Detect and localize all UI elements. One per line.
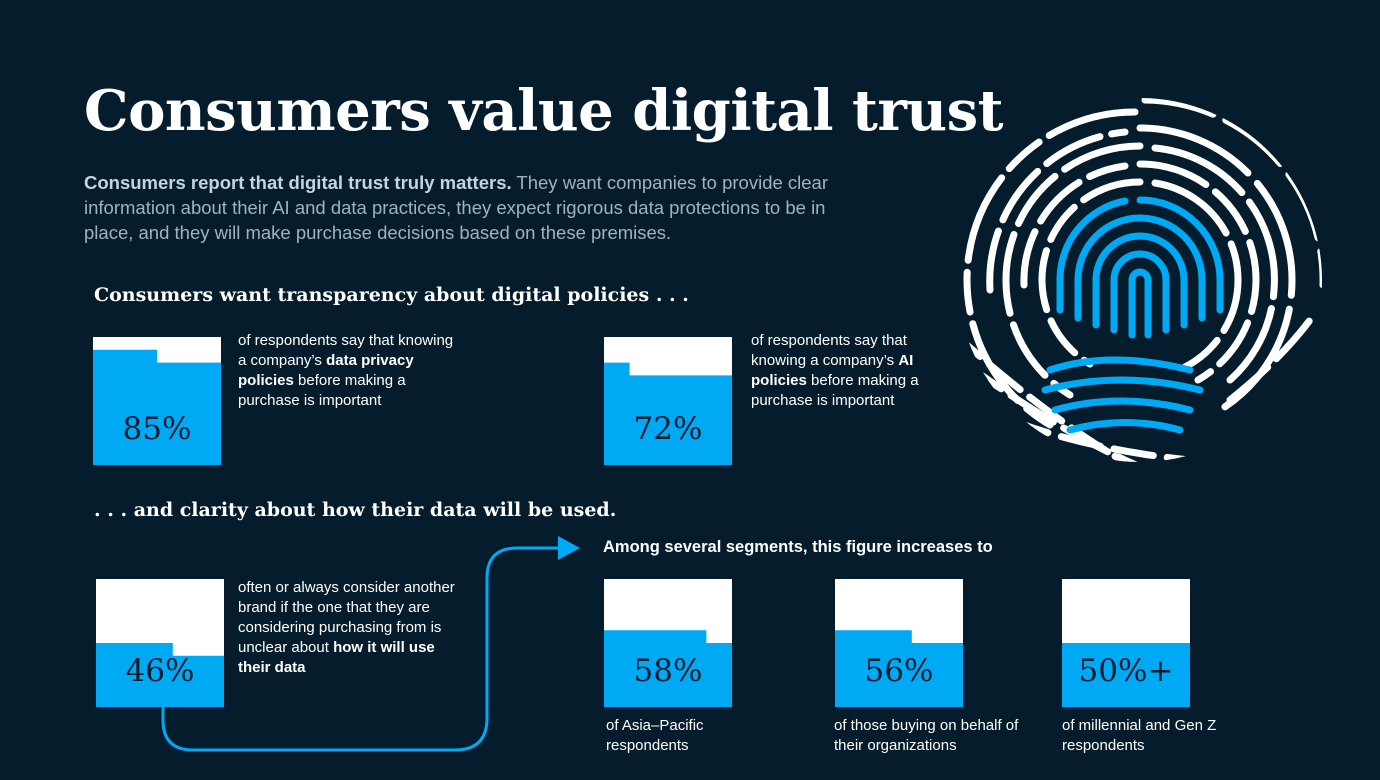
segments-heading: Among several segments, this figure incr… — [603, 538, 993, 556]
segment-caption-millennial-genz: of millennial and Gen Z respondents — [1062, 717, 1217, 754]
stat-desc-data-privacy: of respondents say that knowing a compan… — [238, 332, 454, 409]
intro-lead: Consumers report that digital trust trul… — [84, 172, 512, 193]
segment-box-millennial-genz: 50%+ — [1062, 579, 1190, 707]
segment-caption-organizations: of those buying on behalf of their organ… — [834, 717, 1019, 754]
intro-body: They want companies to provide clear inf… — [84, 172, 829, 243]
segment-value-millennial-genz: 50%+ — [1078, 653, 1174, 689]
stat-desc-data-use: often or always consider another brand i… — [238, 579, 455, 676]
stat-value-ai-policies: 72% — [633, 411, 703, 447]
segment-box-organizations: 56% — [835, 579, 963, 707]
section-heading-clarity: . . . and clarity about how their data w… — [94, 499, 617, 521]
section-heading-transparency: Consumers want transparency about digita… — [94, 284, 689, 306]
segment-box-asia-pacific: 58% — [604, 579, 732, 707]
stat-box-data-use: 46% — [96, 579, 224, 707]
intro-paragraph: Consumers report that digital trust trul… — [84, 170, 869, 245]
page-title: Consumers value digital trust — [84, 78, 1004, 144]
segment-caption-asia-pacific: of Asia–Pacific respondents — [606, 717, 704, 754]
stat-value-data-use: 46% — [125, 653, 195, 689]
stat-box-data-privacy: 85% — [93, 337, 221, 465]
segment-value-asia-pacific: 58% — [633, 653, 703, 689]
stat-value-data-privacy: 85% — [122, 411, 192, 447]
fingerprint-icon — [958, 98, 1322, 462]
stat-box-ai-policies: 72% — [604, 337, 732, 465]
segment-value-organizations: 56% — [864, 653, 934, 689]
stat-desc-ai-policies: of respondents say that knowing a compan… — [751, 332, 919, 409]
